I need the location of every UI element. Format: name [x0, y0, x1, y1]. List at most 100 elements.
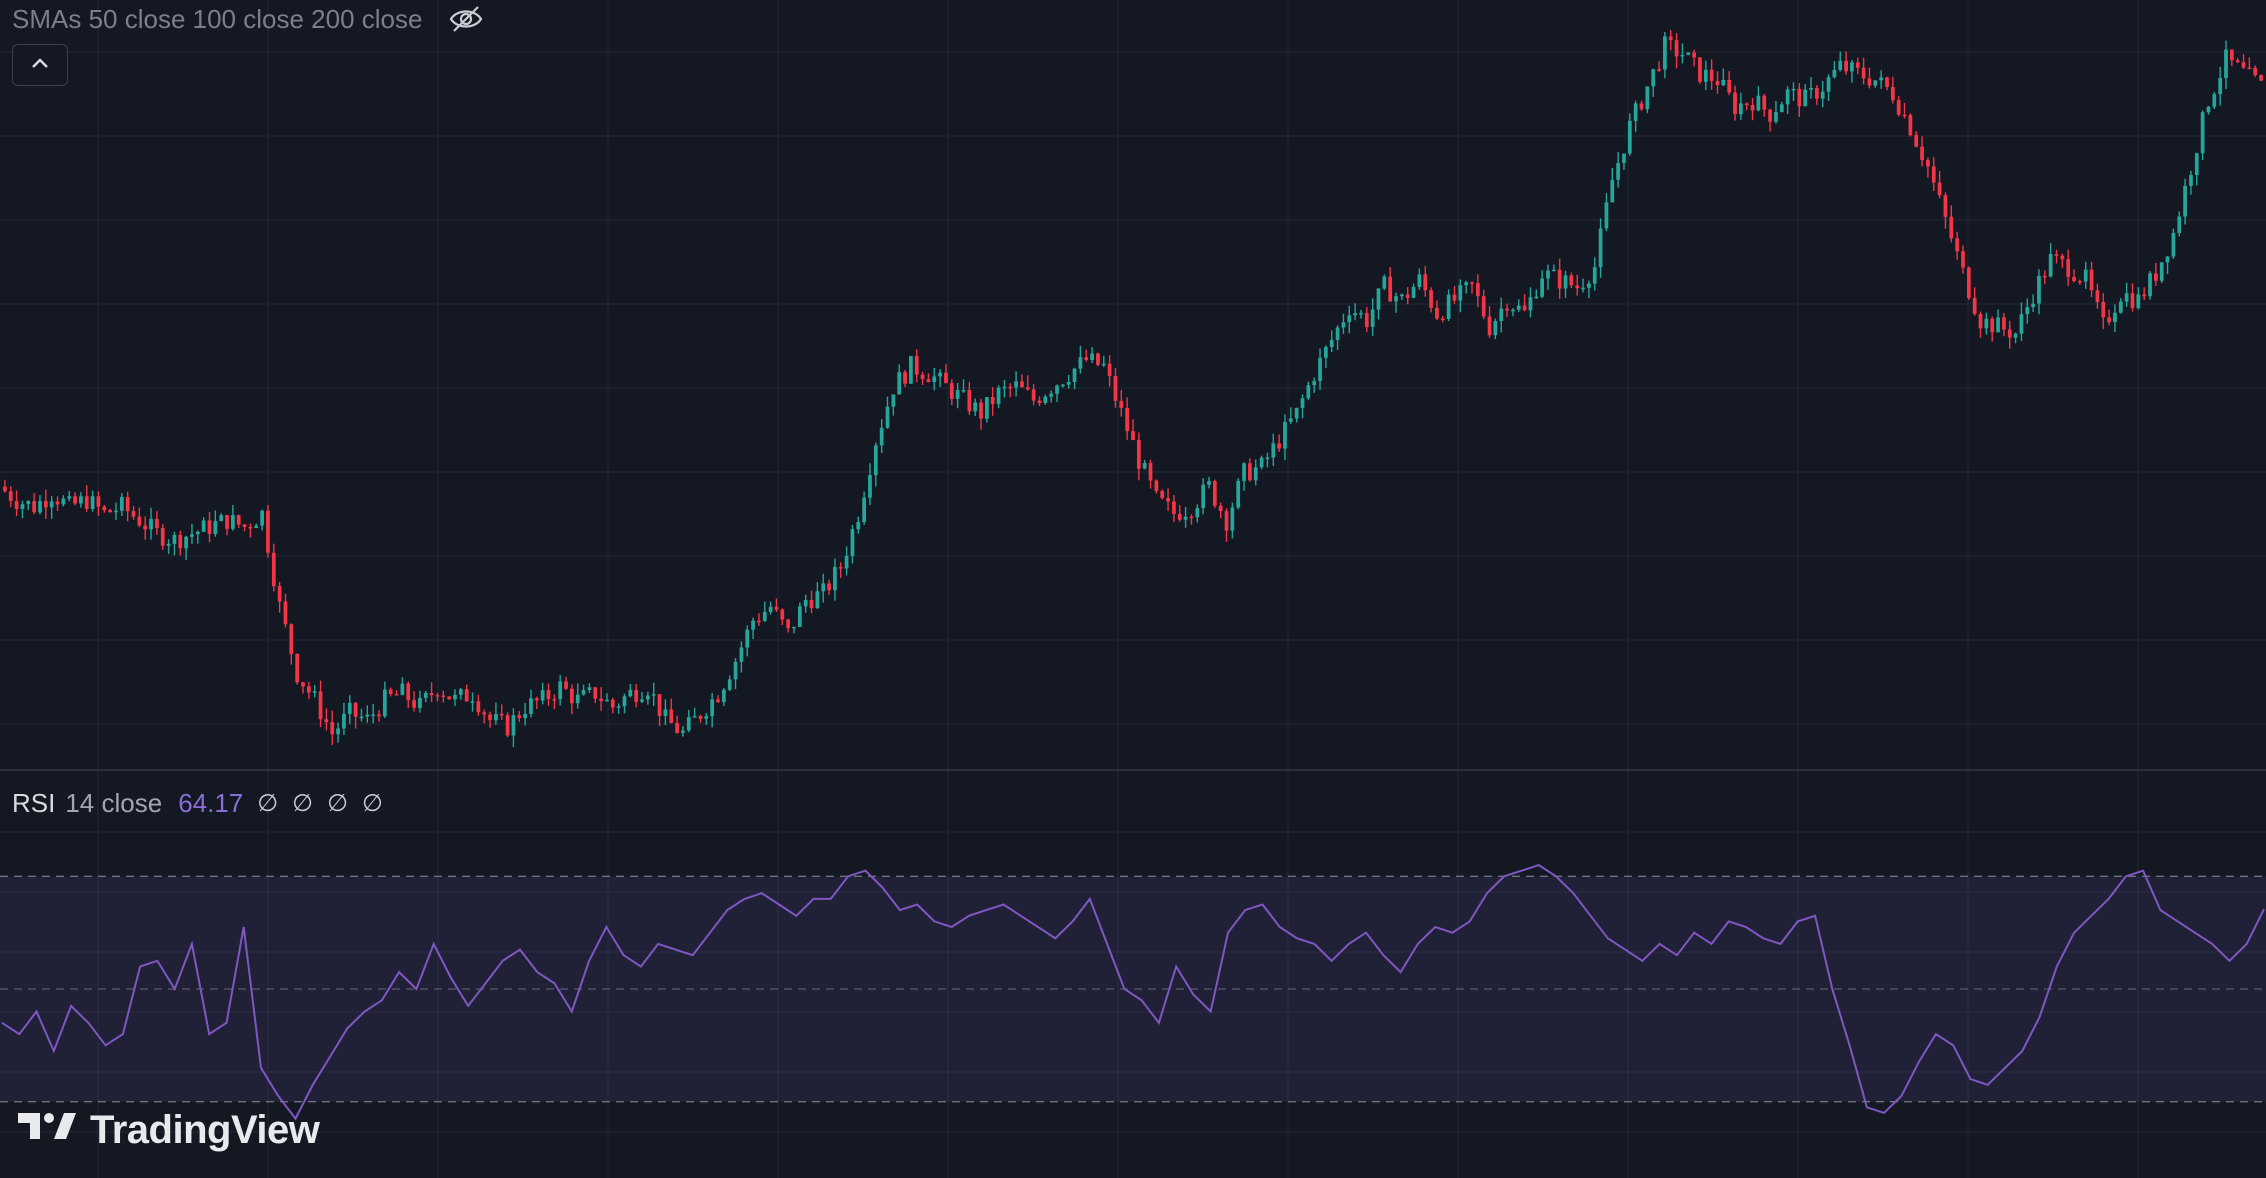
candle[interactable] — [2078, 279, 2082, 285]
candle[interactable] — [494, 702, 498, 725]
candle[interactable] — [371, 703, 376, 724]
candle[interactable] — [1966, 266, 1971, 301]
candle[interactable] — [681, 726, 685, 737]
candle[interactable] — [119, 493, 124, 517]
candle[interactable] — [470, 692, 475, 712]
candle[interactable] — [1914, 131, 1919, 148]
candle[interactable] — [2042, 270, 2047, 285]
candle[interactable] — [762, 601, 767, 623]
candle[interactable] — [1890, 76, 1895, 104]
candle[interactable] — [663, 699, 668, 726]
candle[interactable] — [985, 397, 989, 423]
candle[interactable] — [973, 398, 978, 417]
candle[interactable] — [248, 523, 253, 538]
candle[interactable] — [1692, 49, 1696, 67]
candle[interactable] — [8, 485, 13, 508]
candle[interactable] — [909, 355, 913, 384]
candle[interactable] — [833, 558, 837, 601]
candle[interactable] — [1926, 157, 1930, 178]
candle[interactable] — [1493, 318, 1498, 340]
candle[interactable] — [1920, 136, 1924, 167]
candle[interactable] — [1335, 325, 1340, 350]
candle[interactable] — [1791, 82, 1796, 102]
candle[interactable] — [628, 684, 633, 698]
candle[interactable] — [1686, 52, 1691, 56]
sma-legend[interactable]: SMAs 50 close 100 close 200 close — [12, 2, 484, 36]
candle[interactable] — [160, 524, 165, 550]
candle[interactable] — [1084, 349, 1089, 362]
candle[interactable] — [1470, 281, 1474, 294]
collapse-legend-button[interactable] — [12, 44, 68, 86]
candle[interactable] — [505, 712, 510, 738]
candle[interactable] — [1394, 292, 1398, 313]
candle[interactable] — [2229, 49, 2234, 67]
candle[interactable] — [1733, 85, 1737, 121]
candle[interactable] — [827, 579, 831, 595]
candle[interactable] — [751, 617, 755, 640]
candle[interactable] — [1072, 367, 1077, 390]
candle[interactable] — [178, 530, 183, 556]
candle[interactable] — [1908, 113, 1913, 137]
candle[interactable] — [1154, 479, 1159, 494]
candle[interactable] — [1528, 287, 1533, 318]
candle[interactable] — [1160, 489, 1165, 500]
candle[interactable] — [359, 708, 364, 722]
candle[interactable] — [1937, 170, 1942, 199]
candle[interactable] — [1698, 57, 1702, 84]
candle[interactable] — [1049, 390, 1054, 403]
tradingview-logo[interactable]: TradingView — [16, 1106, 320, 1154]
candle[interactable] — [2177, 211, 2182, 237]
candle[interactable] — [1546, 264, 1550, 290]
candle[interactable] — [137, 507, 142, 528]
candle[interactable] — [1382, 274, 1387, 291]
candle[interactable] — [1680, 43, 1685, 64]
candle[interactable] — [821, 573, 826, 603]
candle[interactable] — [2148, 271, 2152, 300]
candle[interactable] — [1096, 352, 1100, 367]
candle[interactable] — [540, 682, 545, 705]
candle[interactable] — [1481, 289, 1486, 320]
candle[interactable] — [1125, 397, 1130, 440]
candle[interactable] — [1417, 268, 1422, 290]
candle[interactable] — [55, 496, 60, 512]
candle[interactable] — [873, 442, 878, 487]
candle[interactable] — [1440, 315, 1445, 323]
candle[interactable] — [1978, 311, 1983, 338]
candle[interactable] — [727, 675, 732, 692]
candle[interactable] — [1131, 419, 1135, 441]
candle[interactable] — [1984, 312, 1989, 335]
candle[interactable] — [1236, 478, 1241, 510]
candle[interactable] — [464, 684, 469, 702]
candle[interactable] — [745, 625, 750, 657]
rsi-line[interactable] — [1, 864, 2265, 1121]
candle[interactable] — [1996, 309, 2000, 333]
candle[interactable] — [1201, 478, 1206, 515]
candle[interactable] — [605, 693, 609, 702]
candle[interactable] — [271, 543, 276, 592]
candle[interactable] — [2253, 65, 2258, 78]
candle[interactable] — [1405, 287, 1410, 305]
candle[interactable] — [955, 383, 960, 409]
candle[interactable] — [575, 683, 580, 709]
candle[interactable] — [2189, 170, 2193, 195]
candle[interactable] — [1435, 300, 1439, 321]
candle[interactable] — [523, 702, 527, 726]
candle[interactable] — [1774, 100, 1778, 124]
candle[interactable] — [1329, 330, 1334, 353]
candle[interactable] — [2153, 262, 2158, 286]
candle[interactable] — [803, 594, 808, 613]
candle[interactable] — [1166, 488, 1170, 512]
candle[interactable] — [1066, 374, 1071, 389]
candle[interactable] — [90, 490, 95, 512]
candle[interactable] — [312, 684, 317, 698]
candle[interactable] — [2101, 293, 2106, 330]
candle[interactable] — [1657, 61, 1661, 73]
candle[interactable] — [844, 546, 849, 576]
candle[interactable] — [1779, 101, 1784, 113]
candle[interactable] — [675, 715, 679, 734]
candle[interactable] — [2212, 92, 2217, 110]
candle[interactable] — [599, 687, 603, 711]
candle[interactable] — [1505, 303, 1509, 318]
candle[interactable] — [1797, 83, 1802, 117]
